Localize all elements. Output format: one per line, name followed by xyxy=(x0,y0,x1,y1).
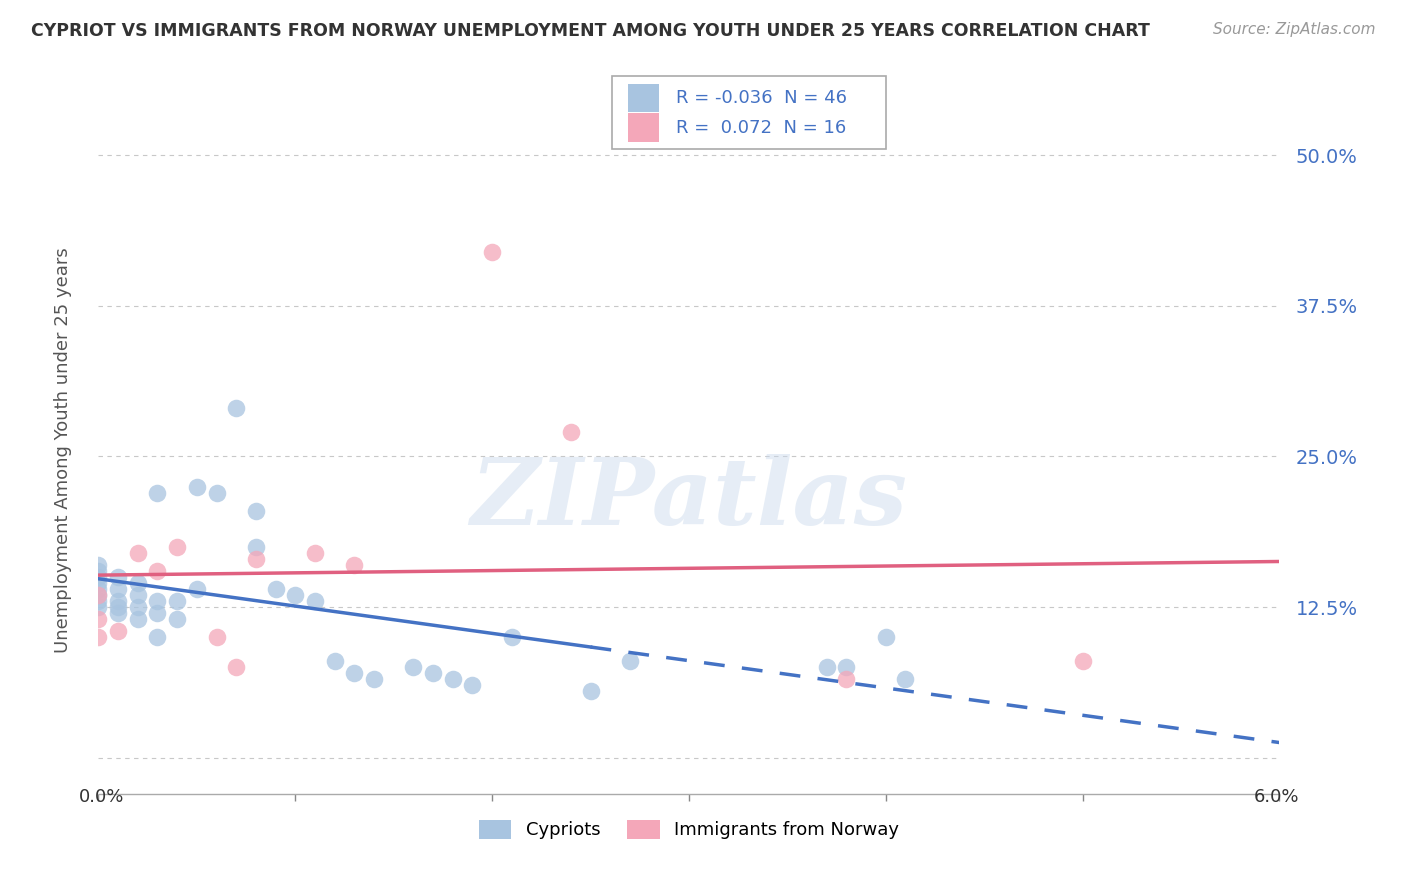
Point xyxy=(560,425,582,440)
Point xyxy=(245,540,267,554)
Text: 0.0%: 0.0% xyxy=(79,788,124,805)
Text: R = -0.036  N = 46: R = -0.036 N = 46 xyxy=(676,89,848,107)
Point xyxy=(107,600,129,615)
Point xyxy=(461,678,484,692)
Point xyxy=(87,576,110,591)
Point xyxy=(87,594,110,608)
Legend: Cypriots, Immigrants from Norway: Cypriots, Immigrants from Norway xyxy=(471,813,907,847)
Text: Source: ZipAtlas.com: Source: ZipAtlas.com xyxy=(1212,22,1375,37)
Point xyxy=(835,660,858,674)
Point xyxy=(186,480,208,494)
Point xyxy=(146,594,169,608)
Point xyxy=(619,654,641,668)
Point xyxy=(87,588,110,602)
Point xyxy=(146,606,169,620)
Point xyxy=(87,588,110,602)
Point xyxy=(402,660,425,674)
Text: CYPRIOT VS IMMIGRANTS FROM NORWAY UNEMPLOYMENT AMONG YOUTH UNDER 25 YEARS CORREL: CYPRIOT VS IMMIGRANTS FROM NORWAY UNEMPL… xyxy=(31,22,1150,40)
Point xyxy=(323,654,346,668)
Point xyxy=(87,564,110,578)
Point xyxy=(107,570,129,584)
Point xyxy=(225,660,247,674)
Point xyxy=(87,582,110,596)
Point xyxy=(422,666,444,681)
Text: ZIPatlas: ZIPatlas xyxy=(471,453,907,543)
Point xyxy=(835,673,858,687)
Point xyxy=(107,594,129,608)
Point xyxy=(127,612,149,626)
Point xyxy=(343,558,366,572)
Point xyxy=(264,582,287,596)
Y-axis label: Unemployment Among Youth under 25 years: Unemployment Among Youth under 25 years xyxy=(53,248,72,653)
Point xyxy=(146,485,169,500)
Point xyxy=(87,612,110,626)
Point xyxy=(127,588,149,602)
Point xyxy=(87,600,110,615)
Point xyxy=(284,588,307,602)
Point xyxy=(363,673,385,687)
Point xyxy=(166,540,188,554)
Point xyxy=(481,244,503,259)
Point xyxy=(127,576,149,591)
Point xyxy=(87,558,110,572)
Point xyxy=(875,630,897,644)
Point xyxy=(127,600,149,615)
Point xyxy=(166,612,188,626)
Text: 6.0%: 6.0% xyxy=(1254,788,1299,805)
Point xyxy=(245,504,267,518)
Point xyxy=(894,673,917,687)
Text: R =  0.072  N = 16: R = 0.072 N = 16 xyxy=(676,119,846,136)
Point xyxy=(107,606,129,620)
Point xyxy=(225,401,247,416)
Point xyxy=(127,546,149,560)
Point xyxy=(815,660,838,674)
Point xyxy=(107,582,129,596)
Point xyxy=(166,594,188,608)
Point xyxy=(579,684,602,698)
Point xyxy=(501,630,523,644)
Point xyxy=(87,630,110,644)
Point xyxy=(87,570,110,584)
Point xyxy=(205,630,228,644)
Point xyxy=(205,485,228,500)
Point xyxy=(343,666,366,681)
Point xyxy=(146,630,169,644)
Point xyxy=(304,546,326,560)
Point xyxy=(441,673,464,687)
Point xyxy=(107,624,129,639)
Point xyxy=(186,582,208,596)
Point xyxy=(245,552,267,566)
Point xyxy=(146,564,169,578)
Point xyxy=(1071,654,1094,668)
Point xyxy=(304,594,326,608)
